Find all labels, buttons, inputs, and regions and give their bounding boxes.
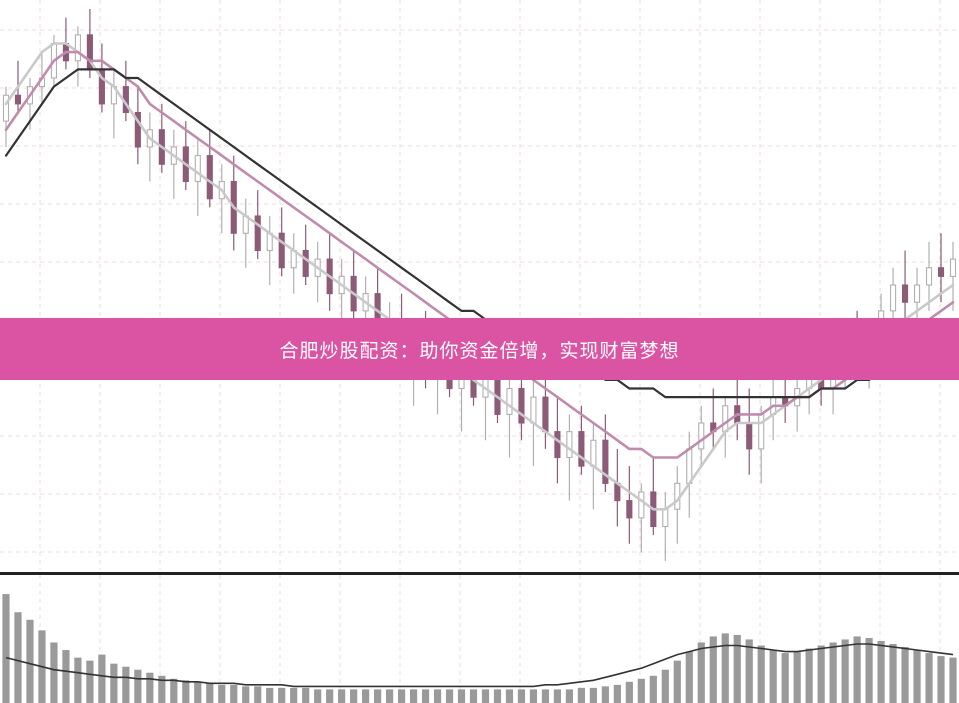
- price-chart-pane[interactable]: [0, 0, 959, 570]
- promo-banner: 合肥炒股配资：助你资金倍增，实现财富梦想: [0, 318, 959, 380]
- price-chart-svg: [0, 0, 959, 570]
- volume-chart-pane[interactable]: [0, 572, 959, 703]
- volume-chart-svg: [2, 575, 957, 703]
- promo-banner-text: 合肥炒股配资：助你资金倍增，实现财富梦想: [279, 339, 680, 362]
